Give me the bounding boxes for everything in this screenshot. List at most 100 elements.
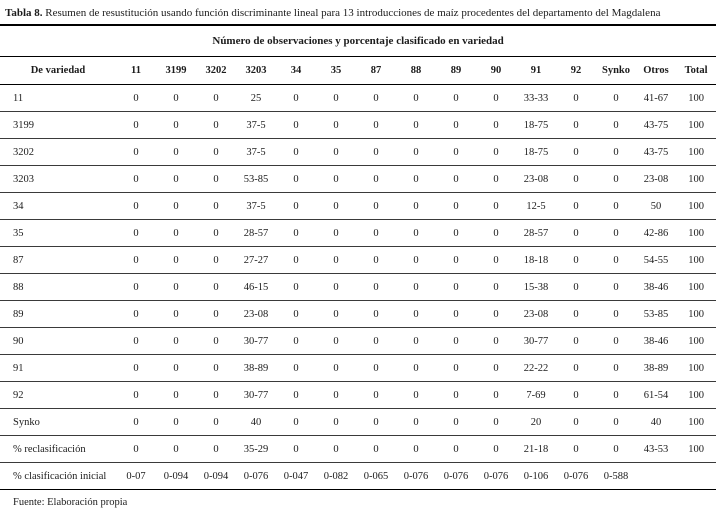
table-row: 3203 0 0 0 53-85 0 0 0 0 0 0 23-08 0 0 23-08 100 <box>0 165 716 193</box>
cell: 0 <box>556 381 596 409</box>
cell: 0 <box>116 435 156 463</box>
cell: 0 <box>476 219 516 247</box>
cell: 0 <box>396 246 436 274</box>
cell: 38-46 <box>636 273 676 301</box>
cell: 12-5 <box>516 192 556 220</box>
cell: 0 <box>556 192 596 220</box>
row-label: 3202 <box>0 138 116 166</box>
cell: 23-08 <box>516 300 556 328</box>
cell: 0 <box>396 435 436 463</box>
cell: 0 <box>396 165 436 193</box>
cell: 0 <box>276 300 316 328</box>
table-row: % reclasificación 0 0 0 35-29 0 0 0 0 0 0 21-18 0 0 43… <box>0 435 716 463</box>
cell: 0 <box>316 165 356 193</box>
cell: 0 <box>316 408 356 436</box>
cell: 23-08 <box>516 165 556 193</box>
cell: 0 <box>156 273 196 301</box>
cell: 0 <box>556 219 596 247</box>
cell: 0 <box>596 84 636 112</box>
cell: 0 <box>356 273 396 301</box>
cell: 0 <box>276 273 316 301</box>
cell: 0 <box>116 354 156 382</box>
cell: 0 <box>276 111 316 139</box>
cell: 0 <box>476 408 516 436</box>
cell: 61-54 <box>636 381 676 409</box>
cell: 0 <box>356 111 396 139</box>
cell: 0 <box>596 192 636 220</box>
cell: 0 <box>116 408 156 436</box>
cell: 0-076 <box>556 462 596 490</box>
row-label: 88 <box>0 273 116 301</box>
cell: 0 <box>396 300 436 328</box>
cell: 0 <box>436 327 476 355</box>
cell: 0 <box>196 111 236 139</box>
cell: 0 <box>596 111 636 139</box>
cell: 23-08 <box>236 300 276 328</box>
cell: 0 <box>476 381 516 409</box>
cell: 50 <box>636 192 676 220</box>
cell: 100 <box>676 138 716 166</box>
cell: 38-89 <box>236 354 276 382</box>
cell: 0 <box>396 111 436 139</box>
column-header: 92 <box>556 56 596 85</box>
column-header: 88 <box>396 56 436 85</box>
column-header: 34 <box>276 56 316 85</box>
span-header: Número de observaciones y porcentaje cla… <box>0 26 716 57</box>
cell: 0 <box>556 111 596 139</box>
cell: 0 <box>116 84 156 112</box>
column-header: 90 <box>476 56 516 85</box>
cell: 0 <box>156 300 196 328</box>
row-label: 3199 <box>0 111 116 139</box>
cell: 100 <box>676 300 716 328</box>
cell: 0 <box>356 435 396 463</box>
cell: 100 <box>676 84 716 112</box>
cell: 0 <box>396 327 436 355</box>
cell: 0 <box>316 354 356 382</box>
cell: 54-55 <box>636 246 676 274</box>
cell: 0 <box>116 246 156 274</box>
cell: 0 <box>156 354 196 382</box>
cell: 0 <box>356 192 396 220</box>
cell: 0 <box>596 138 636 166</box>
cell: 37-5 <box>236 138 276 166</box>
row-label: 35 <box>0 219 116 247</box>
cell: 100 <box>676 273 716 301</box>
cell: 0 <box>316 246 356 274</box>
table-row: Synko 0 0 0 40 0 0 0 0 0 0 20 0 0 40 100 <box>0 408 716 436</box>
cell: 0 <box>356 354 396 382</box>
cell: 0 <box>596 435 636 463</box>
cell: 0 <box>156 192 196 220</box>
cell: 0 <box>596 354 636 382</box>
cell: 0 <box>436 408 476 436</box>
table-row: 35 0 0 0 28-57 0 0 0 0 0 0 28-57 0 0 42-86 100 <box>0 219 716 247</box>
cell: 0-076 <box>436 462 476 490</box>
column-header: Otros <box>636 56 676 85</box>
cell: 0 <box>436 111 476 139</box>
cell: 0 <box>116 111 156 139</box>
cell: 0 <box>476 165 516 193</box>
cell: 0 <box>476 84 516 112</box>
resubstitution-table: Número de observaciones y porcentaje cla… <box>0 26 716 490</box>
cell: 0 <box>156 219 196 247</box>
cell: 0 <box>196 84 236 112</box>
cell: 0 <box>476 354 516 382</box>
cell: 0 <box>196 138 236 166</box>
table-row: 92 0 0 0 30-77 0 0 0 0 0 0 7-69 0 0 61-54 100 <box>0 381 716 409</box>
column-header: 3202 <box>196 56 236 85</box>
column-header: 89 <box>436 56 476 85</box>
cell: 0 <box>276 435 316 463</box>
row-label: 92 <box>0 381 116 409</box>
cell: 0-094 <box>196 462 236 490</box>
cell: 18-18 <box>516 246 556 274</box>
cell: 0 <box>196 219 236 247</box>
cell: 0 <box>356 165 396 193</box>
cell: 27-27 <box>236 246 276 274</box>
cell: 0 <box>436 219 476 247</box>
table-row: 3199 0 0 0 37-5 0 0 0 0 0 0 18-75 0 0 43-75 100 <box>0 111 716 139</box>
row-label: 90 <box>0 327 116 355</box>
column-header: 3199 <box>156 56 196 85</box>
cell: 0 <box>436 84 476 112</box>
cell: 0-094 <box>156 462 196 490</box>
cell: 0 <box>156 165 196 193</box>
cell: 33-33 <box>516 84 556 112</box>
